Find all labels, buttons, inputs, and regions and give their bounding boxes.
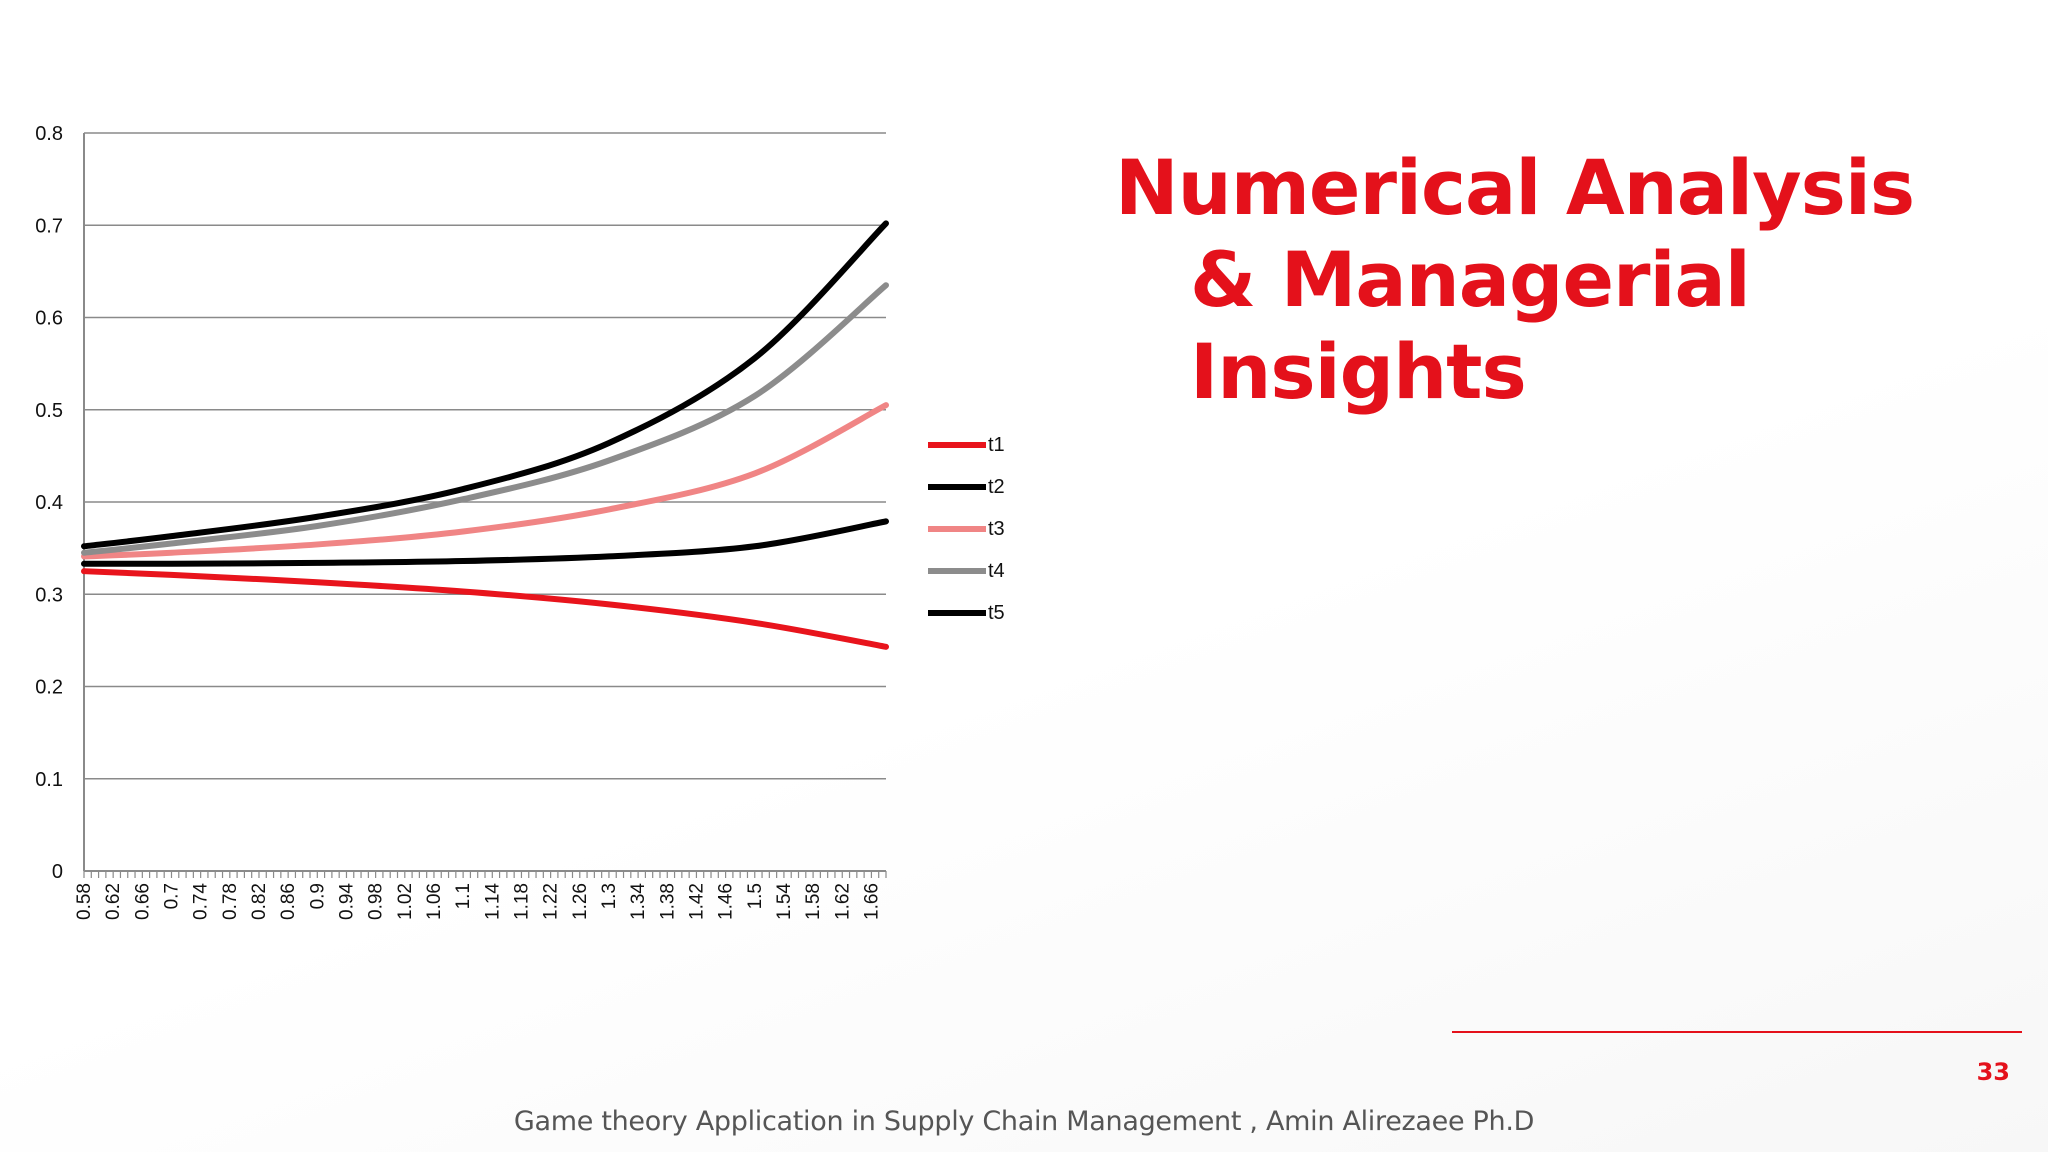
page-number: 33: [1976, 1058, 2010, 1086]
x-tick-label: 1.02: [395, 883, 416, 920]
x-tick-label: 0.7: [161, 883, 182, 909]
x-tick-label: 0.94: [336, 883, 357, 920]
legend-swatch: [928, 442, 986, 448]
legend-label: t2: [988, 475, 1005, 498]
x-tick-label: 0.98: [366, 883, 387, 920]
x-tick-label: 1.22: [541, 883, 562, 920]
y-tick-label: 0.5: [35, 400, 63, 422]
x-tick-label: 1.14: [482, 883, 503, 920]
legend-item-t2: t2: [928, 466, 1005, 508]
y-tick-label: 0.2: [35, 677, 63, 699]
title-line-2: & Managerial Insights: [1190, 235, 1751, 416]
legend-item-t5: t5: [928, 592, 1005, 634]
y-tick-label: 0: [52, 861, 63, 883]
x-tick-label: 1.54: [774, 883, 795, 920]
x-tick-label: 1.26: [570, 883, 591, 920]
x-tick-label: 1.3: [599, 883, 620, 909]
series-line-t5: [81, 220, 889, 550]
legend-label: t3: [988, 517, 1005, 540]
y-tick-label: 0.7: [35, 215, 63, 237]
legend-swatch: [928, 610, 986, 616]
x-tick-label: 0.66: [132, 883, 153, 920]
x-tick-label: 1.62: [832, 883, 853, 920]
series-line-t4: [81, 282, 889, 556]
x-tick-label: 1.06: [424, 883, 445, 920]
y-tick-label: 0.8: [35, 123, 63, 145]
x-tick-label: 1.66: [861, 883, 882, 920]
x-tick-label: 1.18: [511, 883, 532, 920]
x-tick-label: 0.82: [249, 883, 270, 920]
y-tick-label: 0.4: [35, 492, 63, 514]
legend-label: t5: [988, 601, 1005, 624]
series-line-t1: [81, 568, 889, 650]
legend-swatch: [928, 568, 986, 574]
x-tick-label: 1.1: [453, 883, 474, 909]
legend-swatch: [928, 484, 986, 490]
legend-swatch: [928, 526, 986, 532]
legend-label: t1: [988, 433, 1005, 456]
divider-line: [1452, 1031, 2022, 1033]
x-tick-label: 1.46: [716, 883, 737, 920]
x-tick-label: 0.62: [103, 883, 124, 920]
legend-item-t1: t1: [928, 424, 1005, 466]
y-tick-label: 0.1: [35, 769, 63, 791]
y-tick-label: 0.3: [35, 584, 63, 606]
series-line-t3: [81, 402, 889, 560]
legend-label: t4: [988, 559, 1005, 582]
slide-title: Numerical Analysis & Managerial Insights: [1115, 142, 2048, 418]
line-chart: 0 0.1 0.2 0.3 0.4 0.5 0.6 0.7 0.8 0.58 0.62 0.66 0.7…: [35, 123, 889, 920]
title-line-1: Numerical Analysis: [1115, 143, 1915, 232]
series-line-t2: [81, 518, 889, 567]
footer-text: Game theory Application in Supply Chain …: [513, 1106, 1535, 1137]
x-tick-label: 1.42: [686, 883, 707, 920]
x-tick-label: 1.38: [657, 883, 678, 920]
x-tick-label: 0.9: [307, 883, 328, 909]
x-tick-label: 0.78: [220, 883, 241, 920]
legend-item-t3: t3: [928, 508, 1005, 550]
x-tick-label: 0.86: [278, 883, 299, 920]
y-tick-label: 0.6: [35, 308, 63, 330]
x-tick-label: 0.74: [191, 883, 212, 920]
chart-legend: t1 t2 t3 t4 t5: [928, 424, 1005, 634]
x-tick-label: 1.5: [745, 883, 766, 909]
x-tick-label: 0.58: [74, 883, 95, 920]
x-tick-label: 1.34: [628, 883, 649, 920]
legend-item-t4: t4: [928, 550, 1005, 592]
x-tick-label: 1.58: [803, 883, 824, 920]
